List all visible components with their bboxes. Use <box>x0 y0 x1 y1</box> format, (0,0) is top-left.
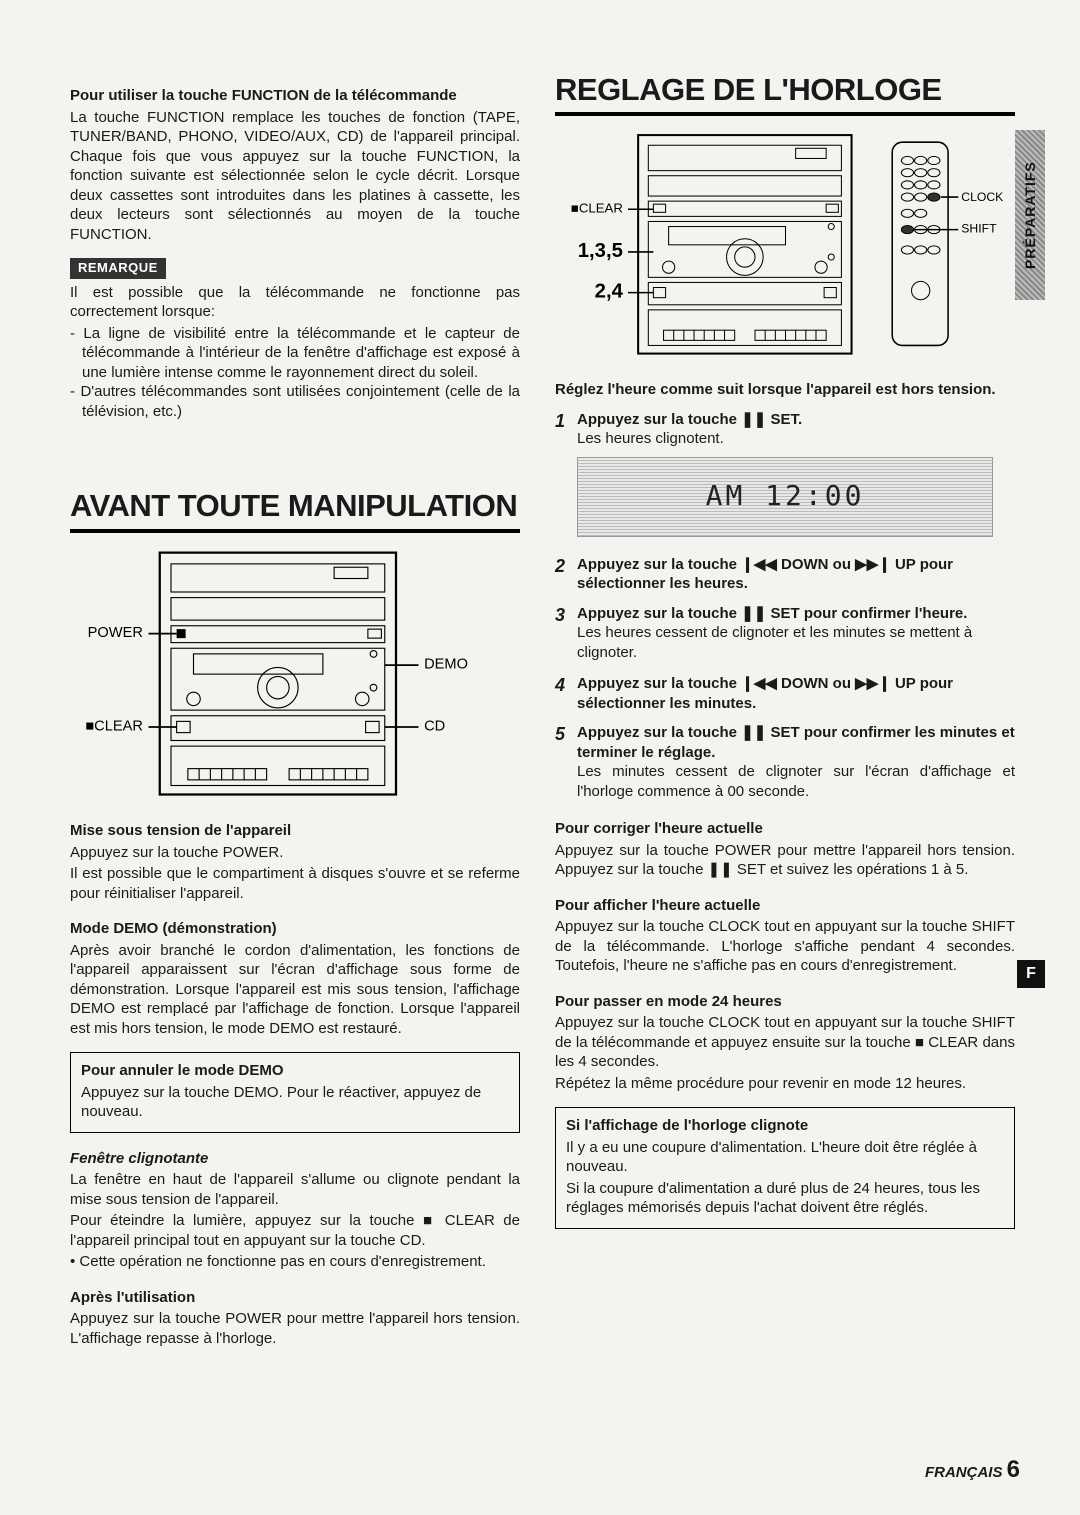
function-title: Pour utiliser la touche FUNCTION de la t… <box>70 86 520 106</box>
remarque-item: La ligne de visibilité entre la télécomm… <box>70 324 520 383</box>
svg-text:■CLEAR: ■CLEAR <box>570 201 622 216</box>
demo-title: Mode DEMO (démonstration) <box>70 919 520 939</box>
fenetre-l2: Pour éteindre la lumière, appuyez sur la… <box>70 1211 520 1250</box>
step-4: 4 Appuyez sur la touche ❙◀◀ DOWN ou ▶▶❙ … <box>555 674 1015 713</box>
footer-page: 6 <box>1007 1456 1020 1483</box>
corriger-title: Pour corriger l'heure actuelle <box>555 819 1015 839</box>
step-1-body: Les heures clignotent. <box>577 429 1015 449</box>
step-1: 1 Appuyez sur la touche ❚❚ SET. Les heur… <box>555 410 1015 545</box>
remarque-intro: Il est possible que la télécommande ne f… <box>70 283 520 322</box>
function-body: La touche FUNCTION remplace les touches … <box>70 108 520 245</box>
svg-text:2,4: 2,4 <box>594 281 623 303</box>
stereo-diagram-left: POWER ■CLEAR DEMO CD <box>81 547 509 806</box>
box-clk-title: Si l'affichage de l'horloge clignote <box>566 1116 1004 1136</box>
sidebar-tab: PRÉPARATIFS <box>1015 130 1045 300</box>
clock-display: AM 12:00 <box>577 457 993 537</box>
stereo-diagram-right: ■CLEAR 1,3,5 2,4 CLOCK SHIFT <box>567 130 1004 364</box>
section-title-left: AVANT TOUTE MANIPULATION <box>70 486 520 532</box>
right-column: PRÉPARATIFS F REGLAGE DE L'HORLOGE <box>555 70 1015 1350</box>
fenetre-l1: La fenêtre en haut de l'appareil s'allum… <box>70 1170 520 1209</box>
box-clk-l1: Il y a eu une coupure d'alimentation. L'… <box>566 1138 1004 1177</box>
intro-bold: Réglez l'heure comme suit lorsque l'appa… <box>555 380 1015 400</box>
step-3: 3 Appuyez sur la touche ❚❚ SET pour conf… <box>555 604 1015 665</box>
mode24-title: Pour passer en mode 24 heures <box>555 992 1015 1012</box>
remarque-list: La ligne de visibilité entre la télécomm… <box>70 324 520 422</box>
mise-l1: Appuyez sur la touche POWER. <box>70 843 520 863</box>
svg-text:SHIFT: SHIFT <box>961 222 997 236</box>
step-5-title: Appuyez sur la touche ❚❚ SET pour confir… <box>577 723 1015 762</box>
mise-title: Mise sous tension de l'appareil <box>70 821 520 841</box>
fenetre-bullet: Cette opération ne fonctionne pas en cou… <box>70 1252 520 1272</box>
mode24-l1: Appuyez sur la touche CLOCK tout en appu… <box>555 1013 1015 1072</box>
demo-box: Pour annuler le mode DEMO Appuyez sur la… <box>70 1052 520 1133</box>
svg-text:POWER: POWER <box>88 625 143 641</box>
demo-body: Après avoir branché le cordon d'alimenta… <box>70 941 520 1039</box>
mode24-l2: Répétez la même procédure pour revenir e… <box>555 1074 1015 1094</box>
svg-text:CD: CD <box>424 718 445 734</box>
clock-box: Si l'affichage de l'horloge clignote Il … <box>555 1107 1015 1229</box>
step-3-title: Appuyez sur la touche ❚❚ SET pour confir… <box>577 604 1015 624</box>
footer-lang: FRANÇAIS <box>925 1464 1003 1481</box>
step-2: 2 Appuyez sur la touche ❙◀◀ DOWN ou ▶▶❙ … <box>555 555 1015 594</box>
sidebar-text: PRÉPARATIFS <box>1021 161 1039 269</box>
svg-text:■CLEAR: ■CLEAR <box>86 718 144 734</box>
step-1-title: Appuyez sur la touche ❚❚ SET. <box>577 410 1015 430</box>
fenetre-title: Fenêtre clignotante <box>70 1149 520 1169</box>
svg-text:1,3,5: 1,3,5 <box>577 240 622 262</box>
afficher-title: Pour afficher l'heure actuelle <box>555 896 1015 916</box>
step-5-body: Les minutes cessent de clignoter sur l'é… <box>577 762 1015 801</box>
box-demo-body: Appuyez sur la touche DEMO. Pour le réac… <box>81 1083 509 1122</box>
svg-text:DEMO: DEMO <box>424 656 468 672</box>
fenetre-bullet-list: Cette opération ne fonctionne pas en cou… <box>70 1252 520 1272</box>
step-2-title: Appuyez sur la touche ❙◀◀ DOWN ou ▶▶❙ UP… <box>577 555 1015 594</box>
step-3-body: Les heures cessent de clignoter et les m… <box>577 623 1015 662</box>
page-footer: FRANÇAIS 6 <box>925 1454 1020 1485</box>
apres-title: Après l'utilisation <box>70 1288 520 1308</box>
section-title-right: REGLAGE DE L'HORLOGE <box>555 70 1015 116</box>
corriger-body: Appuyez sur la touche POWER pour mettre … <box>555 841 1015 880</box>
f-badge: F <box>1017 960 1045 988</box>
remarque-badge: REMARQUE <box>70 258 166 279</box>
box-demo-title: Pour annuler le mode DEMO <box>81 1061 509 1081</box>
step-5: 5 Appuyez sur la touche ❚❚ SET pour conf… <box>555 723 1015 803</box>
step-4-title: Appuyez sur la touche ❙◀◀ DOWN ou ▶▶❙ UP… <box>577 674 1015 713</box>
svg-text:CLOCK: CLOCK <box>961 190 1003 204</box>
box-clk-l2: Si la coupure d'alimentation a duré plus… <box>566 1179 1004 1218</box>
left-column: Pour utiliser la touche FUNCTION de la t… <box>70 70 520 1350</box>
apres-body: Appuyez sur la touche POWER pour mettre … <box>70 1309 520 1348</box>
remarque-item: D'autres télécommandes sont utilisées co… <box>70 382 520 421</box>
afficher-body: Appuyez sur la touche CLOCK tout en appu… <box>555 917 1015 976</box>
mise-l2: Il est possible que le compartiment à di… <box>70 864 520 903</box>
